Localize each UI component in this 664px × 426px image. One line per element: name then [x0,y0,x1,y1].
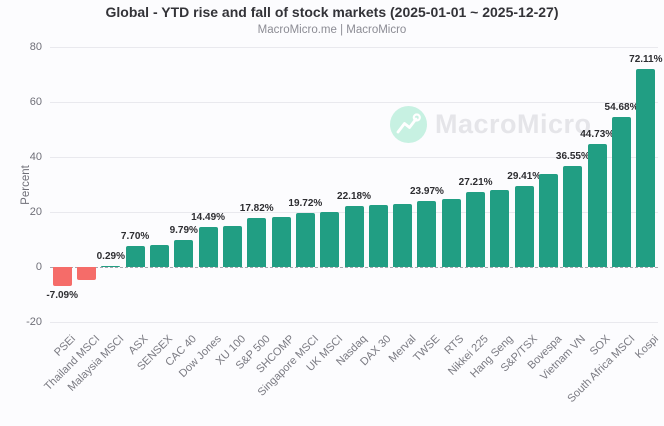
bar[interactable] [490,190,510,267]
chart-subtitle: MacroMicro.me | MacroMicro [257,24,407,36]
bar-value-label: 44.73% [580,128,615,140]
bar[interactable] [393,203,413,267]
bar[interactable] [441,198,461,267]
bar[interactable] [149,244,169,267]
bar[interactable] [198,227,218,267]
y-axis-title: Percent [20,165,32,205]
y-axis-tick: 0 [35,261,42,273]
bar[interactable] [417,201,437,267]
bar[interactable] [539,174,559,267]
y-axis-tick: -20 [26,316,42,328]
bar-value-label: 0.29% [96,251,125,262]
bar[interactable] [222,226,242,267]
y-axis-tick: 20 [29,206,42,218]
bar[interactable] [320,211,340,267]
gridline [50,321,658,323]
bar[interactable] [587,143,607,267]
bar-value-label: 14.49% [191,212,226,224]
watermark-text: MacroMicro [435,109,592,139]
bar[interactable] [174,240,194,267]
bar[interactable] [52,267,72,287]
bar[interactable] [514,186,534,267]
bar[interactable] [271,216,291,267]
x-axis-label: Kospi [633,333,662,361]
bar[interactable] [125,245,145,267]
macromicro-logo-icon [390,106,427,143]
bar-value-label: 36.55% [555,151,590,163]
x-axis-label: Merval [386,333,419,365]
watermark: MacroMicro [390,106,592,143]
bar[interactable] [247,217,267,267]
y-axis-tick: 40 [29,151,42,163]
bar-value-label: 54.68% [604,101,639,113]
bar[interactable] [368,205,388,267]
zero-line [50,266,658,268]
bar-value-label: 72.11% [629,53,663,65]
bar-value-label: 27.21% [458,177,493,189]
bar-value-label: 9.79% [169,225,198,237]
gridline [50,46,658,48]
bar-value-label: 29.41% [507,171,542,183]
gridline [50,156,658,158]
bar[interactable] [563,166,583,267]
bar[interactable] [636,68,656,267]
bar-value-label: -7.09% [46,290,78,302]
bar[interactable] [344,206,364,267]
bar-value-label: 17.82% [239,202,274,214]
y-axis-tick: 80 [29,41,42,53]
gridline [50,101,658,103]
bar-value-label: 7.70% [120,230,150,242]
bar[interactable] [76,267,96,280]
y-axis-tick: 60 [29,96,42,108]
bar-value-label: 23.97% [409,186,444,198]
bar-value-label: 19.72% [288,197,323,209]
bar[interactable] [612,116,632,267]
x-axis-label: TWSE [411,333,443,364]
chart-title: Global - YTD rise and fall of stock mark… [105,4,559,20]
bar[interactable] [295,212,315,267]
bar[interactable] [466,192,486,267]
bar[interactable] [101,266,121,267]
bar-value-label: 22.18% [337,191,371,202]
